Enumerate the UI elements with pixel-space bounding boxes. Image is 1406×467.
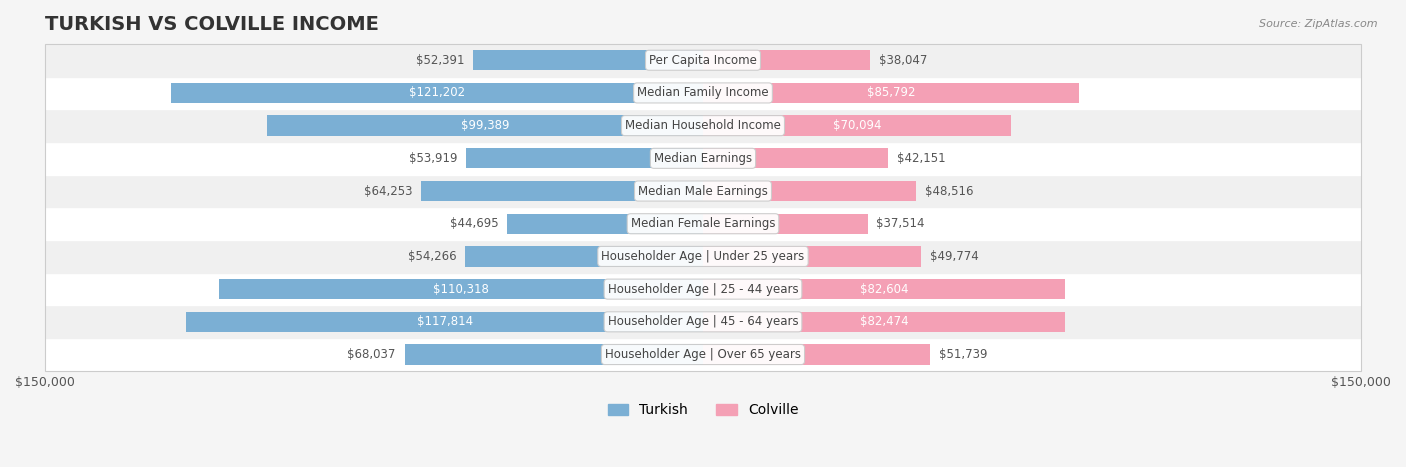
Text: $82,604: $82,604 [860,283,908,296]
Bar [45,44,1361,77]
Text: $44,695: $44,695 [450,217,498,230]
Text: $54,266: $54,266 [408,250,456,263]
Text: Median Household Income: Median Household Income [626,119,780,132]
Text: $99,389: $99,389 [461,119,509,132]
Text: Median Female Earnings: Median Female Earnings [631,217,775,230]
Text: Householder Age | 45 - 64 years: Householder Age | 45 - 64 years [607,315,799,328]
Text: $49,774: $49,774 [931,250,979,263]
Bar [45,142,1361,175]
Text: $70,094: $70,094 [832,119,882,132]
Text: Householder Age | Over 65 years: Householder Age | Over 65 years [605,348,801,361]
Bar [703,115,1011,136]
Text: $82,474: $82,474 [859,315,908,328]
Bar [703,279,1066,299]
Bar [219,279,703,299]
Bar [465,246,703,267]
Text: $85,792: $85,792 [868,86,915,99]
Bar [703,344,929,365]
Bar [45,175,1361,207]
Bar [45,77,1361,109]
Bar [508,213,703,234]
Bar [703,311,1064,332]
Bar [186,311,703,332]
Text: $37,514: $37,514 [876,217,925,230]
Text: $68,037: $68,037 [347,348,395,361]
Text: $42,151: $42,151 [897,152,945,165]
Text: $38,047: $38,047 [879,54,927,67]
Bar [45,273,1361,305]
Bar [45,207,1361,240]
Bar [45,109,1361,142]
Text: $51,739: $51,739 [939,348,987,361]
Text: Median Family Income: Median Family Income [637,86,769,99]
Bar [703,213,868,234]
Bar [703,83,1080,103]
Text: $52,391: $52,391 [416,54,464,67]
Text: Householder Age | Under 25 years: Householder Age | Under 25 years [602,250,804,263]
Bar [703,181,915,201]
Text: Median Earnings: Median Earnings [654,152,752,165]
Text: $48,516: $48,516 [925,184,973,198]
Text: Per Capita Income: Per Capita Income [650,54,756,67]
Text: $53,919: $53,919 [409,152,458,165]
Bar [422,181,703,201]
Bar [703,50,870,71]
Bar [474,50,703,71]
Text: $121,202: $121,202 [409,86,465,99]
Bar [172,83,703,103]
Text: $117,814: $117,814 [416,315,472,328]
Bar [405,344,703,365]
Text: TURKISH VS COLVILLE INCOME: TURKISH VS COLVILLE INCOME [45,15,378,34]
Bar [703,148,889,169]
Text: Householder Age | 25 - 44 years: Householder Age | 25 - 44 years [607,283,799,296]
Bar [45,240,1361,273]
Bar [703,246,921,267]
Legend: Turkish, Colville: Turkish, Colville [602,398,804,423]
Text: Median Male Earnings: Median Male Earnings [638,184,768,198]
Bar [267,115,703,136]
Bar [45,305,1361,338]
Bar [45,338,1361,371]
Bar [467,148,703,169]
Text: $110,318: $110,318 [433,283,489,296]
Text: $64,253: $64,253 [364,184,412,198]
Text: Source: ZipAtlas.com: Source: ZipAtlas.com [1260,19,1378,28]
